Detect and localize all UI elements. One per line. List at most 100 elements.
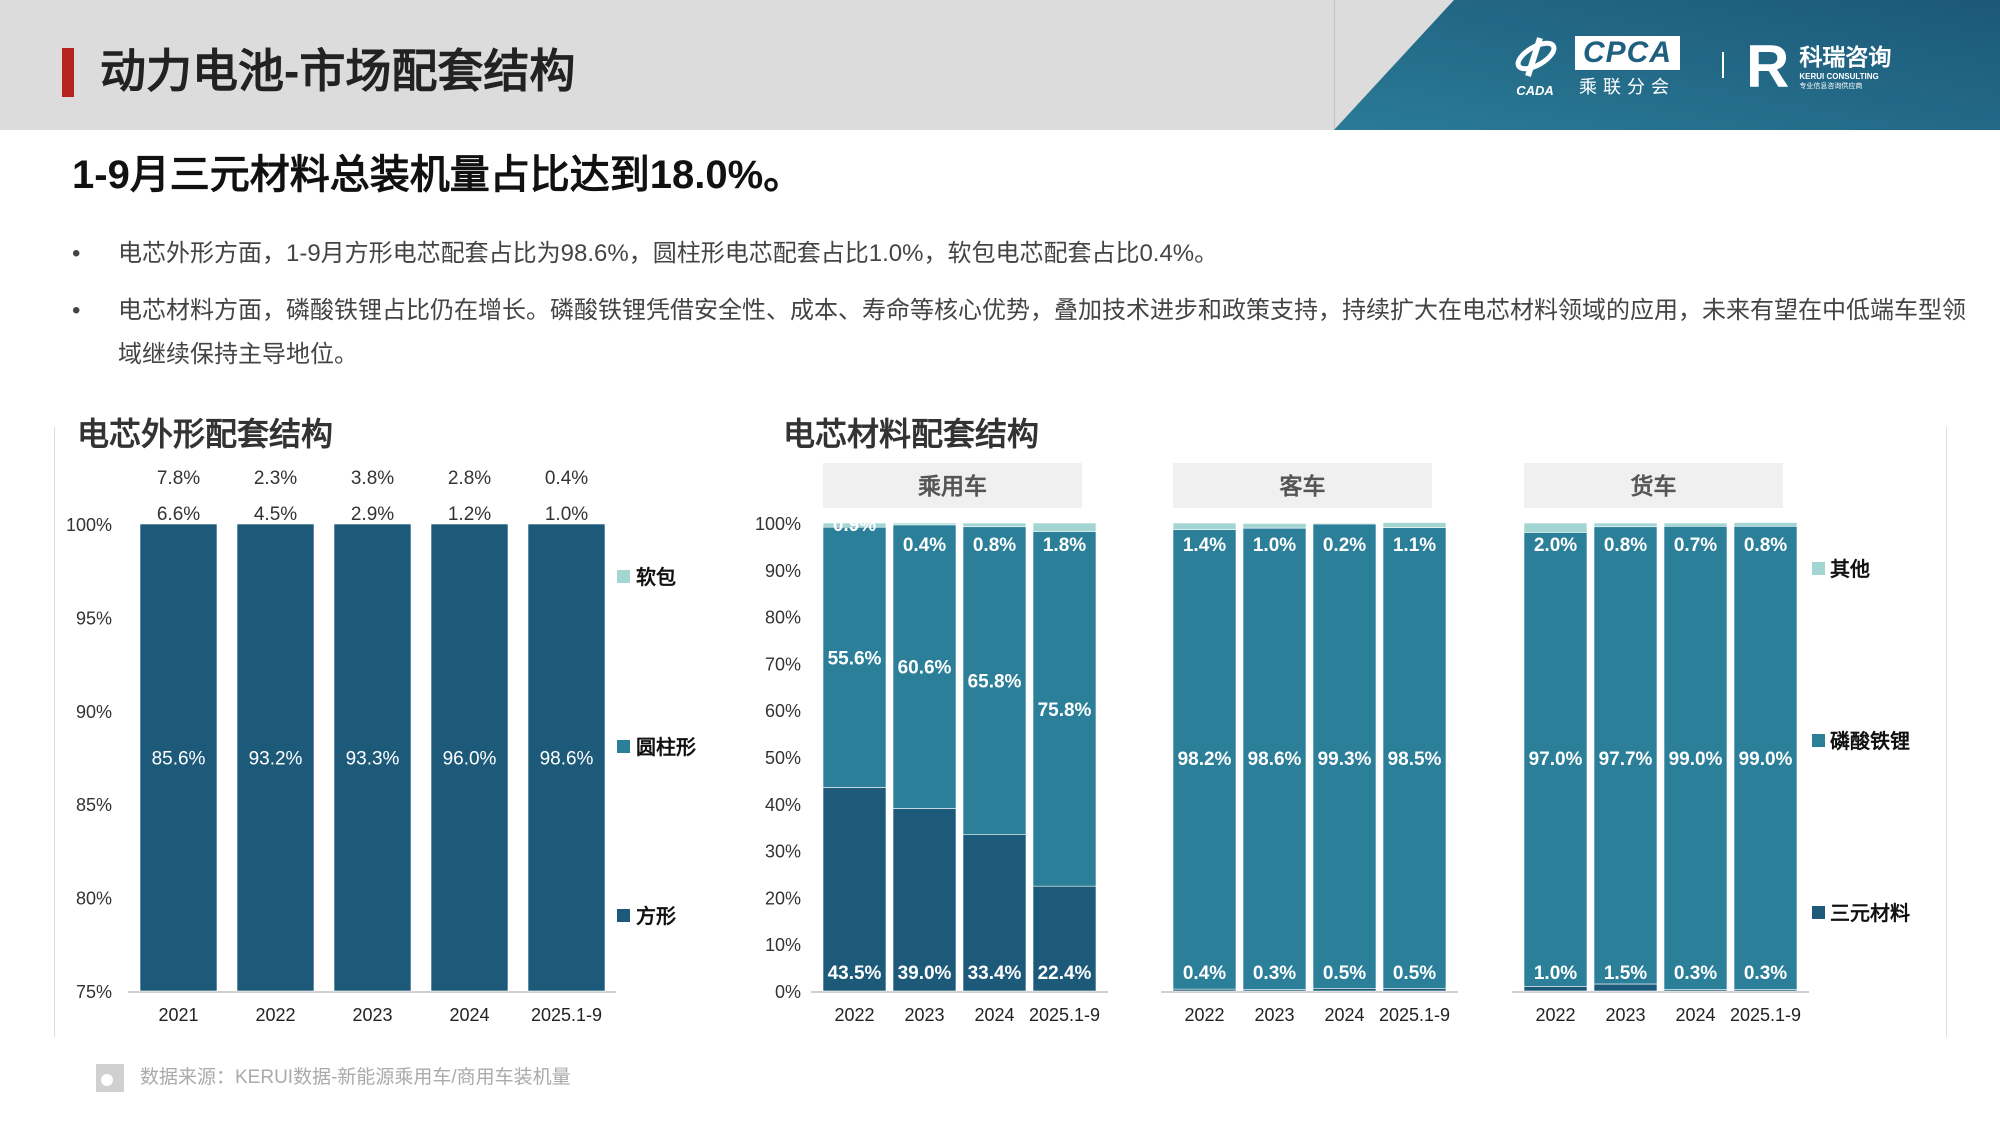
x-tick-label: 2025.1-9 xyxy=(531,1005,602,1025)
kerui-logo: R 科瑞咨询 KERUI CONSULTING 专业信息咨询供应商 xyxy=(1746,36,1891,98)
legend-label: 方形 xyxy=(636,904,676,928)
bar-segment-其他 xyxy=(1593,522,1658,528)
data-label: 98.2% xyxy=(1178,749,1232,770)
data-label: 96.0% xyxy=(443,749,497,770)
data-label: 1.0% xyxy=(1253,535,1296,556)
bar-segment-其他 xyxy=(1312,522,1377,525)
data-label: 1.2% xyxy=(448,504,491,525)
data-label: 0.7% xyxy=(1674,535,1717,556)
x-tick-label: 2022 xyxy=(834,1005,874,1025)
bar-segment-其他 xyxy=(1523,522,1588,533)
data-label: 33.4% xyxy=(968,963,1022,984)
cada-logo-text: CADA xyxy=(1516,83,1554,98)
bar-segment-其他 xyxy=(1172,522,1237,530)
x-tick-label: 2021 xyxy=(158,1005,198,1025)
data-label: 97.7% xyxy=(1599,749,1653,770)
x-tick-label: 2024 xyxy=(449,1005,489,1025)
data-label: 1.0% xyxy=(1534,963,1577,984)
bar-segment-其他 xyxy=(1663,522,1728,527)
y-tick-label: 90% xyxy=(765,561,801,581)
cpca-logo-cn: 乘联分会 xyxy=(1579,77,1675,97)
bar-segment-磷酸铁锂 xyxy=(1242,527,1307,990)
data-label: 93.2% xyxy=(249,749,303,770)
bullet-marker: • xyxy=(72,240,81,267)
legend-swatch-三元材料 xyxy=(1812,906,1825,919)
x-tick-label: 2024 xyxy=(974,1005,1014,1025)
x-tick-label: 2025.1-9 xyxy=(1730,1005,1801,1025)
y-tick-label: 20% xyxy=(765,888,801,908)
bar-segment-其他 xyxy=(1382,522,1447,528)
data-label: 22.4% xyxy=(1038,963,1092,984)
data-label: 0.5% xyxy=(1323,963,1366,984)
x-tick-label: 2024 xyxy=(1675,1005,1715,1025)
bar-segment-方形 xyxy=(527,523,606,992)
bullet-item: • 电芯外形方面，1-9月方形电芯配套占比为98.6%，圆柱形电芯配套占比1.0… xyxy=(72,232,1978,276)
y-tick-label: 75% xyxy=(76,982,112,1002)
y-tick-label: 80% xyxy=(76,889,112,909)
legend-swatch-方形 xyxy=(617,909,630,922)
legend-swatch-其他 xyxy=(1812,562,1825,575)
y-tick-label: 30% xyxy=(765,842,801,862)
data-label: 7.8% xyxy=(157,468,200,489)
kerui-wordmark: 科瑞咨询 KERUI CONSULTING 专业信息咨询供应商 xyxy=(1799,43,1891,92)
legend-label: 软包 xyxy=(636,565,676,589)
data-label: 0.4% xyxy=(1183,963,1226,984)
bar-segment-磷酸铁锂 xyxy=(1172,529,1237,990)
y-tick-label: 95% xyxy=(76,608,112,628)
kerui-logo-cn: 科瑞咨询 xyxy=(1799,43,1892,70)
bullet-item: • 电芯材料方面，磷酸铁锂占比仍在增长。磷酸铁锂凭借安全性、成本、寿命等核心优势… xyxy=(72,289,1978,377)
bar-segment-磷酸铁锂 xyxy=(1032,531,1097,887)
bar-segment-方形 xyxy=(430,523,509,992)
bar-segment-三元材料 xyxy=(892,808,957,992)
data-label: 1.8% xyxy=(1043,535,1086,556)
data-label: 2.9% xyxy=(351,504,394,525)
data-source: 数据来源：KERUI数据-新能源乘用车/商用车装机量 xyxy=(140,1067,571,1088)
x-tick-label: 2022 xyxy=(255,1005,295,1025)
data-label: 93.3% xyxy=(346,749,400,770)
bar-segment-磷酸铁锂 xyxy=(1523,532,1588,987)
y-tick-label: 60% xyxy=(765,701,801,721)
data-label: 98.5% xyxy=(1388,749,1442,770)
bullet-text: 电芯外形方面，1-9月方形电芯配套占比为98.6%，圆柱形电芯配套占比1.0%，… xyxy=(118,240,1219,267)
bar-segment-磷酸铁锂 xyxy=(822,526,887,788)
header-divider xyxy=(1334,0,1335,130)
bar-segment-三元材料 xyxy=(1523,986,1588,992)
data-label: 6.6% xyxy=(157,504,200,525)
bar-segment-三元材料 xyxy=(1312,988,1377,992)
data-label: 99.0% xyxy=(1669,749,1723,770)
data-label: 2.3% xyxy=(254,468,297,489)
page-title: 动力电池-市场配套结构 xyxy=(100,45,576,97)
bar-segment-三元材料 xyxy=(822,787,887,992)
bar-segment-磷酸铁锂 xyxy=(1733,525,1798,990)
y-tick-label: 0% xyxy=(775,982,801,1002)
y-tick-label: 85% xyxy=(76,795,112,815)
x-tick-label: 2023 xyxy=(1605,1005,1645,1025)
data-label: 65.8% xyxy=(968,672,1022,693)
data-label: 98.6% xyxy=(1248,749,1302,770)
panel-header-label: 货车 xyxy=(1631,473,1677,499)
panel-border-right xyxy=(1946,427,1947,1037)
bar-segment-其他 xyxy=(962,522,1027,528)
bullet-marker: • xyxy=(72,297,81,324)
bar-segment-方形 xyxy=(139,523,218,992)
bullet-text: 电芯材料方面，磷酸铁锂占比仍在增长。磷酸铁锂凭借安全性、成本、寿命等核心优势，叠… xyxy=(118,297,1966,368)
cpca-logo-text: CPCA xyxy=(1575,36,1681,70)
panel-header-乘用车 xyxy=(823,463,1082,508)
bar-segment-三元材料 xyxy=(1032,885,1097,992)
data-label: 55.6% xyxy=(828,648,882,669)
data-label: 1.4% xyxy=(1183,535,1226,556)
data-label: 1.0% xyxy=(545,504,588,525)
data-label: 0.4% xyxy=(545,468,588,489)
x-tick-label: 2022 xyxy=(1535,1005,1575,1025)
data-label: 0.3% xyxy=(1674,963,1717,984)
legend-label: 三元材料 xyxy=(1830,902,1910,925)
logo-separator xyxy=(1722,52,1724,78)
cpca-wordmark: CPCA 乘联分会 xyxy=(1575,36,1681,98)
x-tick-label: 2022 xyxy=(1184,1005,1224,1025)
bar-segment-方形 xyxy=(236,523,315,992)
cpca-swirl-icon xyxy=(1515,37,1557,77)
bar-segment-其他 xyxy=(822,522,887,528)
bar-segment-方形 xyxy=(333,523,412,992)
footer: 数据来源：KERUI数据-新能源乘用车/商用车装机量 xyxy=(96,1064,571,1092)
